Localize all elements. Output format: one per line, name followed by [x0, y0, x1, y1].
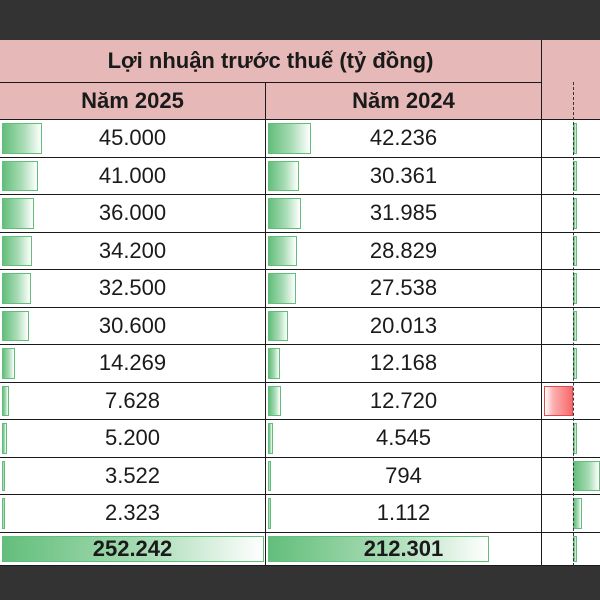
cell-change [542, 420, 600, 458]
cell-change [542, 120, 600, 158]
cell-change [542, 345, 600, 383]
total-change [542, 533, 600, 566]
cell-2025: 5.200 [0, 420, 266, 458]
change-databar [573, 460, 600, 491]
value-2024: 31.985 [369, 200, 438, 226]
cell-2025: 3.522 [0, 457, 266, 495]
cell-change [542, 308, 600, 345]
value-2025: 36.000 [98, 200, 167, 226]
cell-2024: 28.829 [266, 232, 542, 270]
bottom-dark-bar [0, 566, 600, 600]
cell-2024: 20.013 [266, 307, 542, 345]
cell-2024: 4.545 [266, 420, 542, 458]
databar-2025 [2, 385, 9, 416]
cell-change [542, 383, 600, 420]
cell-change [542, 495, 600, 533]
total-value-2025: 252.242 [92, 535, 173, 561]
databar-2024 [268, 160, 299, 191]
cell-2024: 27.538 [266, 270, 542, 308]
value-2024: 794 [385, 462, 422, 488]
change-databar [573, 498, 582, 529]
value-2024: 12.168 [369, 350, 438, 376]
value-2025: 14.269 [98, 350, 167, 376]
value-2024: 28.829 [369, 237, 438, 263]
cell-2025: 14.269 [0, 345, 266, 383]
header-change-col [542, 40, 600, 120]
value-2024: 12.720 [369, 387, 438, 413]
databar-2024 [268, 460, 271, 491]
databar-2025 [2, 123, 42, 154]
databar-2025 [2, 273, 31, 304]
value-2024: 42.236 [369, 125, 438, 151]
value-2025: 3.522 [104, 462, 161, 488]
value-2024: 1.112 [376, 500, 431, 526]
value-2025: 32.500 [98, 275, 167, 301]
cell-2024: 794 [266, 457, 542, 495]
cell-2025: 36.000 [0, 195, 266, 233]
value-2025: 2.323 [104, 500, 161, 526]
cell-2024: 12.720 [266, 382, 542, 420]
total-2025: 252.242 [0, 532, 266, 566]
value-2025: 34.200 [98, 237, 167, 263]
change-databar [544, 385, 573, 416]
databar-2025 [2, 310, 29, 341]
value-2025: 30.600 [98, 312, 167, 338]
cell-2024: 42.236 [266, 120, 542, 158]
cell-2025: 30.600 [0, 307, 266, 345]
databar-2025 [2, 423, 7, 454]
databar-2025 [2, 198, 34, 229]
cell-2024: 30.361 [266, 157, 542, 195]
cell-change [542, 270, 600, 308]
value-2025: 41.000 [98, 162, 167, 188]
databar-2024 [268, 498, 271, 529]
header-year-2025: Năm 2025 [0, 83, 266, 120]
total-databar-2025 [2, 535, 264, 562]
header-year-2024: Năm 2024 [266, 83, 542, 120]
value-2024: 20.013 [369, 312, 438, 338]
cell-change [542, 195, 600, 233]
cell-2025: 34.200 [0, 232, 266, 270]
cell-2025: 41.000 [0, 157, 266, 195]
spreadsheet-table: Lợi nhuận trước thuế (tỷ đồng) Năm 2025 … [0, 40, 600, 566]
cell-2025: 45.000 [0, 120, 266, 158]
header-title: Lợi nhuận trước thuế (tỷ đồng) [0, 40, 542, 83]
top-dark-bar [0, 0, 600, 40]
cell-change [542, 233, 600, 270]
databar-2024 [268, 423, 273, 454]
total-2024: 212.301 [266, 532, 542, 566]
cell-2024: 1.112 [266, 495, 542, 533]
databar-2025 [2, 460, 5, 491]
total-databar-2024 [268, 535, 489, 562]
value-2025: 45.000 [98, 125, 167, 151]
cell-2025: 7.628 [0, 382, 266, 420]
databar-2025 [2, 498, 5, 529]
cell-change [542, 458, 600, 495]
databar-2024 [268, 348, 280, 379]
change-axis-line [573, 82, 574, 566]
databar-2024 [268, 235, 297, 266]
databar-2024 [268, 123, 311, 154]
value-2025: 7.628 [104, 387, 161, 413]
cell-2024: 31.985 [266, 195, 542, 233]
databar-2025 [2, 235, 32, 266]
databar-2024 [268, 310, 288, 341]
databar-2024 [268, 385, 281, 416]
value-2024: 30.361 [369, 162, 438, 188]
cell-change [542, 158, 600, 195]
value-2024: 4.545 [375, 425, 432, 451]
databar-2024 [268, 273, 296, 304]
total-value-2024: 212.301 [363, 535, 444, 561]
databar-2025 [2, 160, 38, 191]
value-2025: 5.200 [104, 425, 161, 451]
cell-2025: 32.500 [0, 270, 266, 308]
cell-2024: 12.168 [266, 345, 542, 383]
databar-2024 [268, 198, 301, 229]
cell-2025: 2.323 [0, 495, 266, 533]
databar-2025 [2, 348, 15, 379]
value-2024: 27.538 [369, 275, 438, 301]
